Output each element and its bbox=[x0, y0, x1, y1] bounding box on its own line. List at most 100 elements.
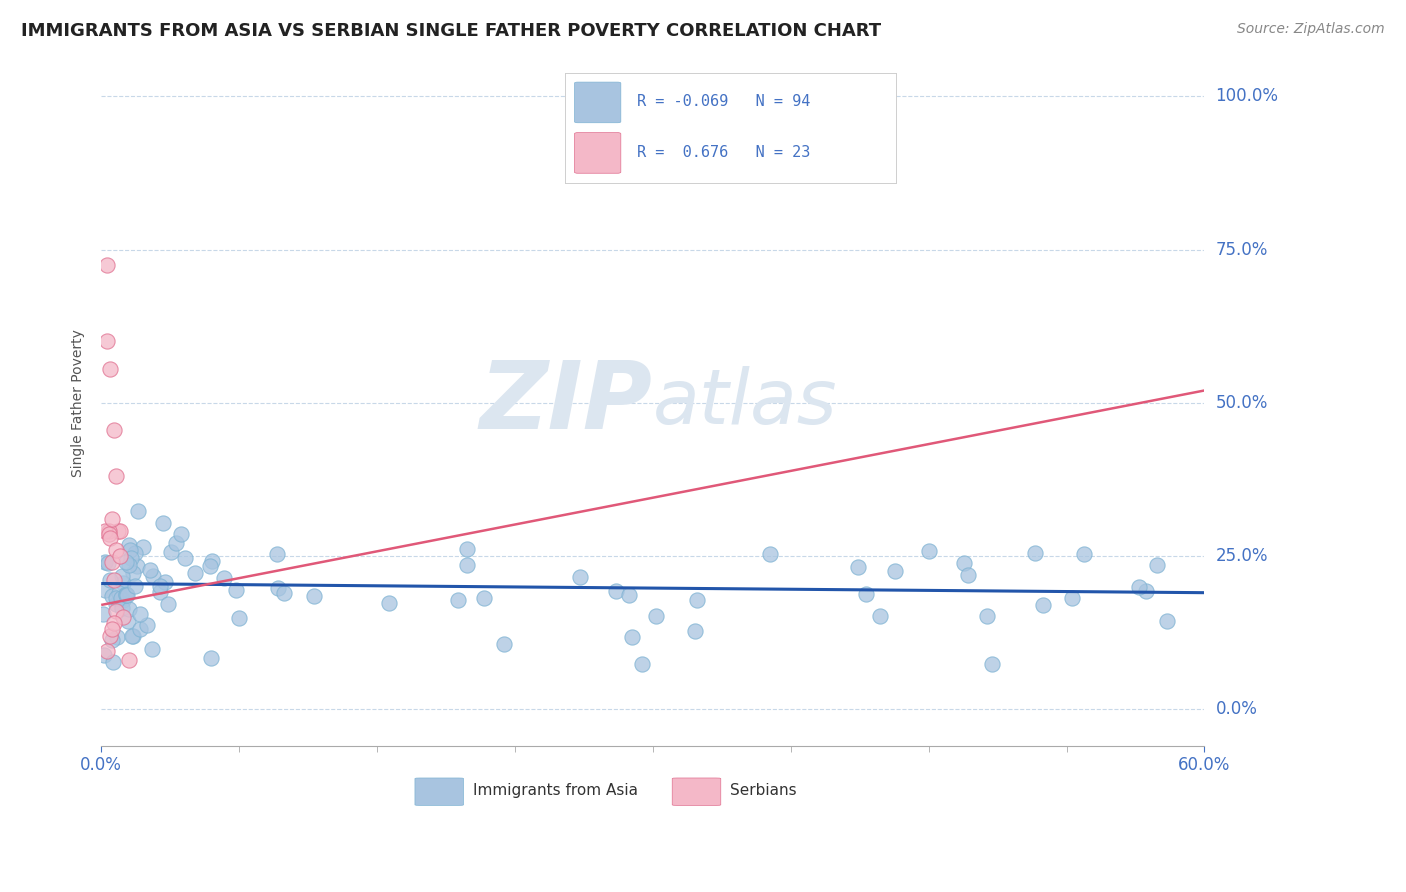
Point bbox=[98, 573, 121, 587]
Point bbox=[569, 570, 592, 584]
Point bbox=[91, 607, 114, 621]
Point bbox=[173, 550, 195, 565]
Point bbox=[759, 547, 782, 561]
Point bbox=[100, 362, 122, 376]
Point bbox=[110, 591, 132, 605]
Point bbox=[980, 657, 1002, 671]
Point bbox=[124, 579, 146, 593]
Point bbox=[111, 569, 134, 583]
Point bbox=[127, 504, 149, 518]
Point bbox=[107, 524, 129, 539]
Point bbox=[132, 541, 155, 555]
Point bbox=[122, 566, 145, 580]
Point bbox=[266, 547, 288, 561]
Point bbox=[212, 571, 235, 585]
Point bbox=[104, 542, 127, 557]
Point bbox=[1146, 558, 1168, 573]
Point bbox=[124, 545, 146, 559]
Text: IMMIGRANTS FROM ASIA VS SERBIAN SINGLE FATHER POVERTY CORRELATION CHART: IMMIGRANTS FROM ASIA VS SERBIAN SINGLE F… bbox=[21, 22, 882, 40]
Point bbox=[125, 559, 148, 574]
Point bbox=[953, 556, 976, 570]
Point bbox=[201, 554, 224, 568]
Point bbox=[1032, 598, 1054, 612]
Point bbox=[115, 588, 138, 602]
Point bbox=[377, 596, 399, 610]
Point bbox=[883, 564, 905, 578]
Text: 25.0%: 25.0% bbox=[1216, 547, 1268, 565]
Point bbox=[157, 597, 180, 611]
Point bbox=[103, 655, 125, 669]
Point bbox=[103, 616, 125, 631]
Point bbox=[101, 512, 124, 526]
Point bbox=[105, 630, 128, 644]
Point bbox=[152, 516, 174, 531]
Point bbox=[121, 629, 143, 643]
Point bbox=[122, 629, 145, 643]
Point bbox=[686, 592, 709, 607]
Point bbox=[619, 588, 641, 602]
Point bbox=[96, 258, 118, 272]
Point bbox=[103, 574, 125, 588]
Point bbox=[115, 588, 138, 602]
Point bbox=[104, 598, 127, 612]
Text: ZIP: ZIP bbox=[479, 357, 652, 449]
Point bbox=[149, 579, 172, 593]
Point bbox=[142, 569, 165, 583]
Text: 100.0%: 100.0% bbox=[1216, 87, 1278, 105]
Point bbox=[645, 608, 668, 623]
Point bbox=[149, 585, 172, 599]
Point bbox=[101, 555, 124, 569]
Point bbox=[846, 560, 869, 574]
Point bbox=[159, 545, 181, 559]
Point bbox=[111, 601, 134, 615]
Point bbox=[104, 469, 127, 483]
Point bbox=[683, 624, 706, 639]
Point bbox=[620, 630, 643, 644]
Point bbox=[456, 541, 478, 556]
Point bbox=[267, 582, 290, 596]
Point bbox=[93, 648, 115, 662]
Point bbox=[165, 535, 187, 549]
Point bbox=[112, 575, 135, 590]
Point bbox=[183, 566, 205, 581]
Point bbox=[630, 657, 652, 671]
Text: Source: ZipAtlas.com: Source: ZipAtlas.com bbox=[1237, 22, 1385, 37]
Point bbox=[118, 653, 141, 667]
Point bbox=[136, 618, 159, 632]
Point bbox=[918, 543, 941, 558]
Point bbox=[1024, 546, 1046, 560]
Point bbox=[1156, 614, 1178, 628]
Point bbox=[117, 615, 139, 629]
Y-axis label: Single Father Poverty: Single Father Poverty bbox=[72, 329, 86, 476]
Point bbox=[605, 584, 627, 599]
Point bbox=[141, 642, 163, 657]
Point bbox=[105, 591, 128, 606]
Point bbox=[200, 651, 222, 665]
Point bbox=[1135, 583, 1157, 598]
Point bbox=[97, 556, 120, 570]
Point bbox=[225, 583, 247, 598]
Point bbox=[118, 558, 141, 573]
Point bbox=[456, 558, 478, 572]
Text: 0.0%: 0.0% bbox=[1216, 700, 1257, 718]
Point bbox=[129, 622, 152, 636]
Point bbox=[1060, 591, 1083, 605]
Point bbox=[100, 531, 122, 545]
Point bbox=[198, 559, 221, 574]
Point bbox=[153, 575, 176, 590]
Point bbox=[228, 611, 250, 625]
Text: atlas: atlas bbox=[652, 366, 838, 440]
Point bbox=[97, 524, 120, 539]
Point bbox=[100, 632, 122, 647]
Point bbox=[112, 610, 135, 624]
Point bbox=[120, 542, 142, 557]
Point bbox=[472, 591, 495, 605]
Point bbox=[114, 587, 136, 601]
Point bbox=[100, 629, 122, 643]
Point bbox=[170, 527, 193, 541]
Point bbox=[94, 524, 117, 539]
Point bbox=[118, 538, 141, 552]
Point bbox=[120, 551, 142, 566]
Point bbox=[273, 586, 295, 600]
Point bbox=[101, 623, 124, 637]
